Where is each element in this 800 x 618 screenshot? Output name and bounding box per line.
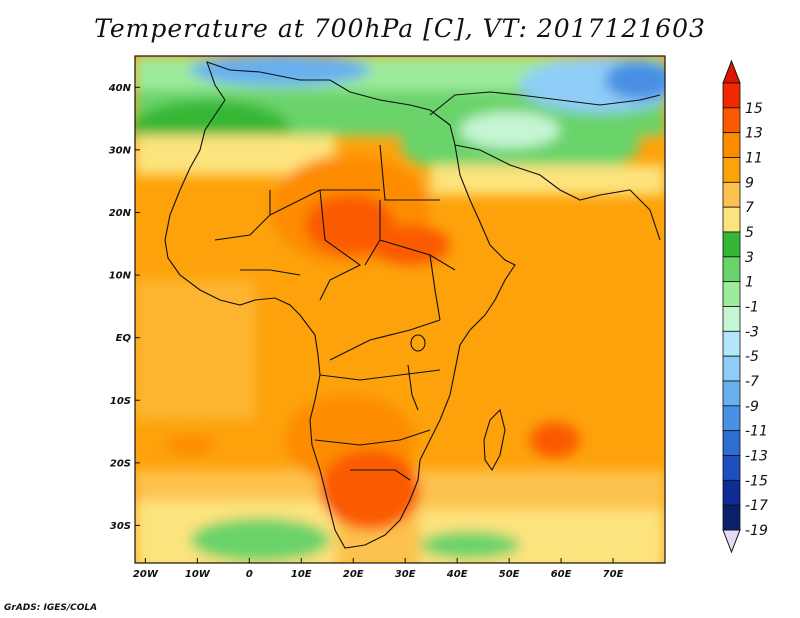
colorbar-swatch xyxy=(722,256,741,283)
lon-tick-label: 60E xyxy=(551,569,572,580)
colorbar-swatch xyxy=(722,206,741,233)
lon-tick-label: 40E xyxy=(446,569,468,580)
grads-credit: GrADS: IGES/COLA xyxy=(4,603,98,613)
colorbar-swatch xyxy=(722,380,741,407)
chart-title: Temperature at 700hPa [C], VT: 201712160… xyxy=(94,14,706,43)
longitude-ticks: 20W 10W 0 10E 20E 30E 40E 50E 60E 70E xyxy=(133,558,624,580)
coastline-outline xyxy=(164,61,661,549)
colorbar-swatch xyxy=(722,306,741,332)
colorbar-swatch xyxy=(722,455,741,481)
plot-frame xyxy=(134,55,666,564)
temperature-field xyxy=(135,56,665,563)
colorbar-label: -3 xyxy=(745,324,759,340)
lat-tick-label: 20S xyxy=(110,458,131,469)
colorbar: 15 13 11 9 7 5 3 1 -1 -3 -5 -7 -9 -11 -13 -15 -17 -19 xyxy=(722,59,768,554)
colorbar-swatch xyxy=(722,405,741,432)
colorbar-swatch xyxy=(722,504,741,531)
colorbar-label: 9 xyxy=(745,175,754,191)
colorbar-label: 15 xyxy=(745,101,763,117)
lat-tick-label: 10N xyxy=(109,271,132,282)
colorbar-label: 1 xyxy=(745,275,754,291)
colorbar-swatch xyxy=(722,355,741,382)
lon-tick-label: 10W xyxy=(185,569,211,580)
colorbar-label: 3 xyxy=(745,250,754,266)
colorbar-bottom-arrow xyxy=(722,529,741,554)
colorbar-swatch xyxy=(722,181,741,208)
colorbar-label: -19 xyxy=(745,523,768,539)
latitude-ticks: 40N 30N 20N 10N EQ 10S 20S 30S xyxy=(108,83,140,532)
lon-tick-label: 50E xyxy=(499,569,520,580)
lon-tick-label: 70E xyxy=(603,569,624,580)
colorbar-label: -1 xyxy=(745,300,759,316)
colorbar-swatch xyxy=(722,82,741,109)
colorbar-label: -7 xyxy=(745,374,759,390)
lon-tick-label: 20W xyxy=(133,569,159,580)
lon-tick-label: 0 xyxy=(246,569,253,580)
colorbar-swatch xyxy=(722,281,741,307)
colorbar-swatch xyxy=(722,330,741,357)
colorbar-label: 5 xyxy=(745,225,754,241)
colorbar-swatch xyxy=(722,132,741,158)
lat-tick-label: 40N xyxy=(108,83,132,94)
lat-tick-label: 10S xyxy=(110,396,131,407)
colorbar-label: 11 xyxy=(745,151,763,167)
colorbar-swatch xyxy=(722,430,741,456)
colorbar-swatch xyxy=(722,231,741,258)
lon-tick-label: 20E xyxy=(343,569,364,580)
colorbar-label: -17 xyxy=(745,498,768,514)
lon-tick-label: 10E xyxy=(291,569,312,580)
colorbar-label: -11 xyxy=(745,424,768,440)
lat-tick-label: EQ xyxy=(116,333,132,344)
lon-tick-label: 30E xyxy=(395,569,416,580)
colorbar-label: 13 xyxy=(745,126,763,142)
lat-tick-label: 20N xyxy=(109,208,132,219)
colorbar-label: -13 xyxy=(745,449,768,465)
colorbar-label: -15 xyxy=(745,473,768,489)
lat-tick-label: 30S xyxy=(110,521,131,532)
colorbar-label: -9 xyxy=(745,399,759,415)
colorbar-label: 7 xyxy=(745,200,754,216)
lat-tick-label: 30N xyxy=(109,145,132,156)
colorbar-swatch xyxy=(722,107,741,134)
colorbar-top-arrow xyxy=(722,59,741,84)
colorbar-swatch xyxy=(722,157,741,183)
colorbar-swatch xyxy=(722,479,741,506)
colorbar-label: -5 xyxy=(745,349,759,365)
